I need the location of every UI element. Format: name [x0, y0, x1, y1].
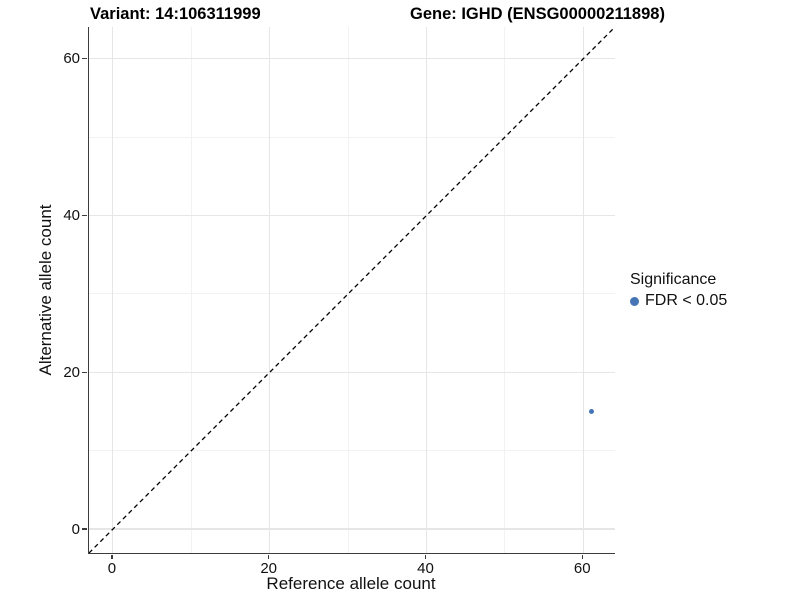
x-tick-label: 60	[573, 560, 591, 577]
y-tick-mark	[82, 214, 87, 217]
y-minor-gridline	[89, 293, 615, 295]
x-major-gridline	[112, 27, 114, 553]
x-minor-gridline	[190, 27, 192, 553]
y-major-gridline	[89, 371, 615, 373]
plot-title-variant: Variant: 14:106311999	[90, 5, 261, 23]
y-tick-mark	[82, 58, 87, 60]
y-major-gridline	[89, 528, 615, 530]
x-major-gridline	[425, 27, 428, 553]
legend: Significance FDR < 0.05	[630, 271, 727, 310]
y-major-gridline	[89, 58, 615, 60]
legend-point-icon	[630, 296, 639, 306]
data-point	[588, 409, 594, 414]
x-axis-label: Reference allele count	[266, 574, 436, 593]
y-major-gridline	[89, 214, 615, 217]
x-minor-gridline	[347, 27, 349, 553]
y-tick-mark	[82, 371, 87, 373]
x-tick-mark	[111, 554, 113, 559]
legend-title: Significance	[630, 271, 717, 288]
legend-item-label: FDR < 0.05	[645, 292, 728, 309]
y-minor-gridline	[89, 450, 615, 452]
x-major-gridline	[582, 27, 584, 553]
x-minor-gridline	[504, 27, 506, 553]
y-tick-label: 20	[63, 363, 80, 381]
x-tick-label: 0	[107, 560, 117, 577]
y-tick-label: 60	[63, 50, 80, 68]
y-tick-label: 0	[71, 520, 80, 538]
legend-item: FDR < 0.05	[630, 292, 727, 310]
plot-panel	[88, 27, 615, 554]
x-major-gridline	[269, 27, 271, 553]
plot-title-gene: Gene: IGHD (ENSG00000211898)	[410, 5, 665, 23]
x-tick-label: 40	[417, 560, 434, 577]
x-tick-mark	[581, 554, 583, 559]
y-minor-gridline	[89, 136, 615, 138]
x-tick-mark	[424, 554, 427, 559]
y-axis-label: Alternative allele count	[36, 204, 55, 376]
x-tick-label: 20	[260, 560, 278, 577]
y-tick-mark	[82, 528, 87, 530]
y-tick-label: 40	[63, 207, 80, 225]
x-tick-mark	[268, 554, 270, 559]
identity-line	[89, 27, 615, 553]
